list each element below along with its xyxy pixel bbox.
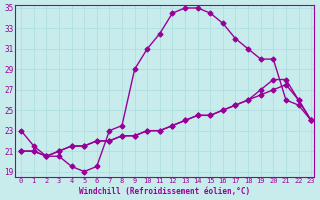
X-axis label: Windchill (Refroidissement éolien,°C): Windchill (Refroidissement éolien,°C) <box>79 187 250 196</box>
